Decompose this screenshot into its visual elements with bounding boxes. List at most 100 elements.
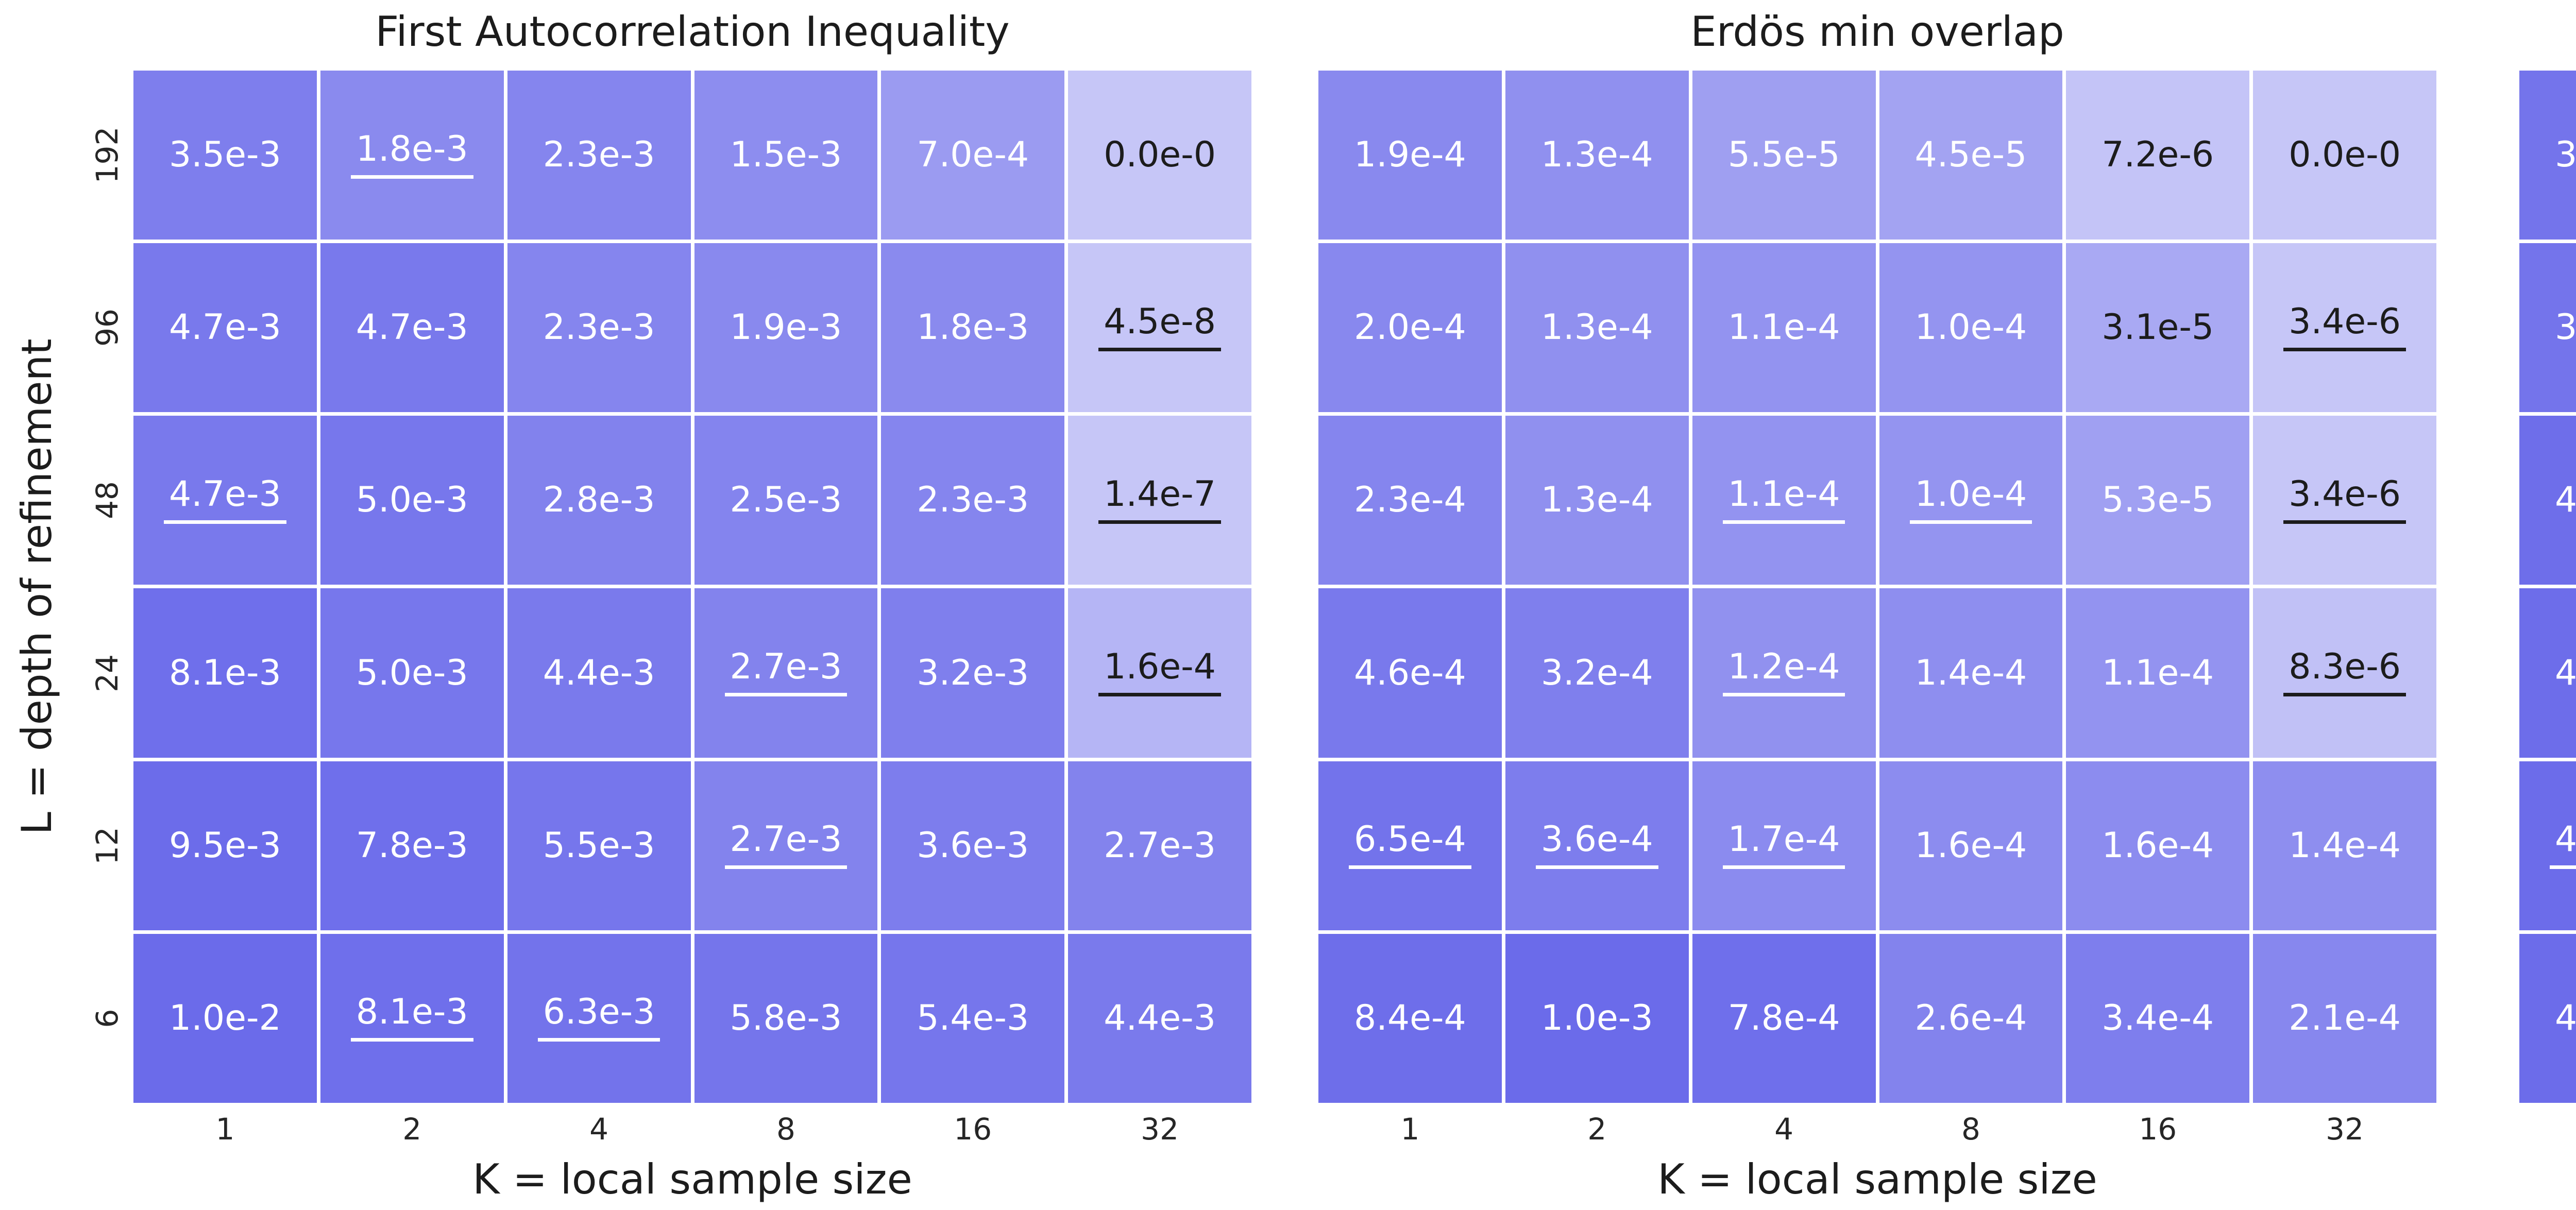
cell-value: 2.6e-4 <box>1914 997 2027 1038</box>
heatmap-cell: 1.1e-4 <box>1692 243 1876 413</box>
cell-value: 0.0e-0 <box>1104 134 1216 176</box>
x-tick-label: 2 <box>1587 1112 1607 1147</box>
heatmap-cell: 2.7e-3 <box>694 588 878 758</box>
heatmap-cell: 0.0e-0 <box>2253 71 2436 240</box>
cell-value: 5.4e-3 <box>917 997 1029 1038</box>
x-axis-label: K = local sample size <box>1657 1155 2097 1203</box>
cell-value: 4.7e-3 <box>169 307 281 348</box>
heatmap-cell: 6.3e-3 <box>507 933 691 1103</box>
cell-value: 5.5e-3 <box>543 825 655 866</box>
heatmap-cell: 2.0e-4 <box>1318 243 1502 413</box>
heatmap-cell: 4.7e-0 <box>2519 761 2576 930</box>
cell-value: 3.1e-5 <box>2102 307 2214 348</box>
cell-value: 3.2e-3 <box>917 652 1029 693</box>
panel-title: Erdös min overlap <box>1690 8 2064 56</box>
heatmap-cell: 3.4e-4 <box>2066 933 2250 1103</box>
cell-value: 1.4e-4 <box>1914 652 2027 693</box>
heatmap-cell: 1.0e-4 <box>1879 243 2063 413</box>
heatmap-cell: 2.8e-3 <box>507 416 691 585</box>
cell-value: 1.2e-4 <box>1722 650 1845 697</box>
cell-value: 4.7e-0 <box>2550 822 2576 870</box>
x-tick-label: 8 <box>1961 1112 1980 1147</box>
heatmap-cell: 3.5e-3 <box>133 71 317 240</box>
cell-value: 4.2e-0 <box>2555 480 2576 521</box>
cell-value: 3.6e-4 <box>1535 822 1658 870</box>
panel-title: First Autocorrelation Inequality <box>375 8 1010 56</box>
cell-value: 4.5e-8 <box>1098 304 1221 351</box>
cell-value: 3.4e-6 <box>2283 304 2406 351</box>
cell-value: 3.1e-0 <box>2555 307 2576 348</box>
heatmap-cell: 5.3e-5 <box>2066 416 2250 585</box>
heatmap-cell: 1.2e-4 <box>1692 588 1876 758</box>
heatmap-cell: 2.6e-4 <box>1879 933 2063 1103</box>
cell-value: 2.3e-3 <box>917 480 1029 521</box>
heatmap-cell: 2.3e-3 <box>881 416 1065 585</box>
heatmap-cell: 1.4e-4 <box>2253 761 2436 930</box>
x-tick-label: 1 <box>215 1112 235 1147</box>
heatmap-cell: 5.4e-3 <box>881 933 1065 1103</box>
heatmap-cell: 1.5e-3 <box>694 71 878 240</box>
heatmap-cell: 7.8e-4 <box>1692 933 1876 1103</box>
cell-value: 1.4e-7 <box>1098 476 1221 524</box>
cell-value: 1.6e-4 <box>2102 825 2214 866</box>
heatmap-cell: 4.6e-4 <box>1318 588 1502 758</box>
heatmap-cell: 5.8e-3 <box>694 933 878 1103</box>
cell-value: 1.0e-3 <box>1540 997 1653 1038</box>
cell-value: 1.8e-3 <box>350 131 473 179</box>
x-tick-label: 32 <box>2326 1112 2364 1147</box>
x-tick-label: 8 <box>776 1112 795 1147</box>
heatmap-cell: 1.7e-4 <box>1692 761 1876 930</box>
heatmap-cell: 4.7e-3 <box>133 416 317 585</box>
heatmap-cell: 1.3e-4 <box>1505 243 1689 413</box>
cell-value: 2.7e-3 <box>1104 825 1216 866</box>
heatmap-panel: Kernel Optimization TriMul 3.1e-01.1e-06.… <box>2519 0 2576 1210</box>
y-tick-label: 24 <box>90 654 125 692</box>
cell-value: 2.7e-3 <box>724 822 848 870</box>
cell-value: 2.5e-3 <box>730 480 842 521</box>
x-tick-label: 2 <box>402 1112 422 1147</box>
cell-value: 4.6e-4 <box>1354 652 1466 693</box>
cell-value: 8.4e-4 <box>1354 997 1466 1038</box>
heatmap-grid: 3.5e-3 1.8e-3 2.3e-3 1.5e-3 7.0e-4 0.0e-0 4.7e… <box>133 71 1251 1103</box>
heatmap-cell: 1.9e-3 <box>694 243 878 413</box>
cell-value: 2.8e-3 <box>543 480 655 521</box>
cell-value: 4.4e-3 <box>1104 997 1216 1038</box>
cell-value: 1.3e-4 <box>1540 134 1653 176</box>
x-tick-label: 4 <box>589 1112 609 1147</box>
cell-value: 5.5e-5 <box>1727 134 1840 176</box>
y-tick-label: 192 <box>90 126 125 184</box>
heatmap-cell: 1.8e-3 <box>320 71 504 240</box>
heatmap-cell: 3.1e-5 <box>2066 243 2250 413</box>
heatmap-cell: 2.3e-4 <box>1318 416 1502 585</box>
heatmap-cell: 1.0e-3 <box>1505 933 1689 1103</box>
heatmap-cell: 4.4e-3 <box>1068 933 1251 1103</box>
x-tick-label: 32 <box>1141 1112 1179 1147</box>
heatmap-cell: 4.7e-3 <box>320 243 504 413</box>
cell-value: 1.9e-3 <box>730 307 842 348</box>
heatmap-cell: 8.1e-3 <box>133 588 317 758</box>
heatmap-cell: 1.0e-2 <box>133 933 317 1103</box>
heatmap-cell: 6.5e-4 <box>1318 761 1502 930</box>
heatmap-cell: 1.0e-4 <box>1879 416 2063 585</box>
cell-value: 8.3e-6 <box>2283 650 2406 697</box>
cell-value: 1.1e-4 <box>1722 476 1845 524</box>
heatmap-cell: 1.1e-4 <box>1692 416 1876 585</box>
heatmap-cell: 3.6e-3 <box>881 761 1065 930</box>
heatmap-cell: 3.6e-4 <box>1505 761 1689 930</box>
heatmap-cell: 3.1e-0 <box>2519 243 2576 413</box>
heatmap-cell: 4.2e-0 <box>2519 416 2576 585</box>
cell-value: 2.3e-4 <box>1354 480 1466 521</box>
x-tick-label: 16 <box>2139 1112 2177 1147</box>
cell-value: 3.4e-6 <box>2283 476 2406 524</box>
cell-value: 6.3e-3 <box>537 995 660 1042</box>
x-tick-label: 1 <box>1400 1112 1420 1147</box>
cell-value: 4.7e-3 <box>164 476 286 524</box>
x-axis-label: K = local sample size <box>2519 1155 2576 1204</box>
cell-value: 2.1e-4 <box>2289 997 2401 1038</box>
cell-value: 4.4e-3 <box>543 652 655 693</box>
heatmap-cell: 1.6e-4 <box>1879 761 2063 930</box>
cell-value: 8.1e-3 <box>350 995 473 1042</box>
